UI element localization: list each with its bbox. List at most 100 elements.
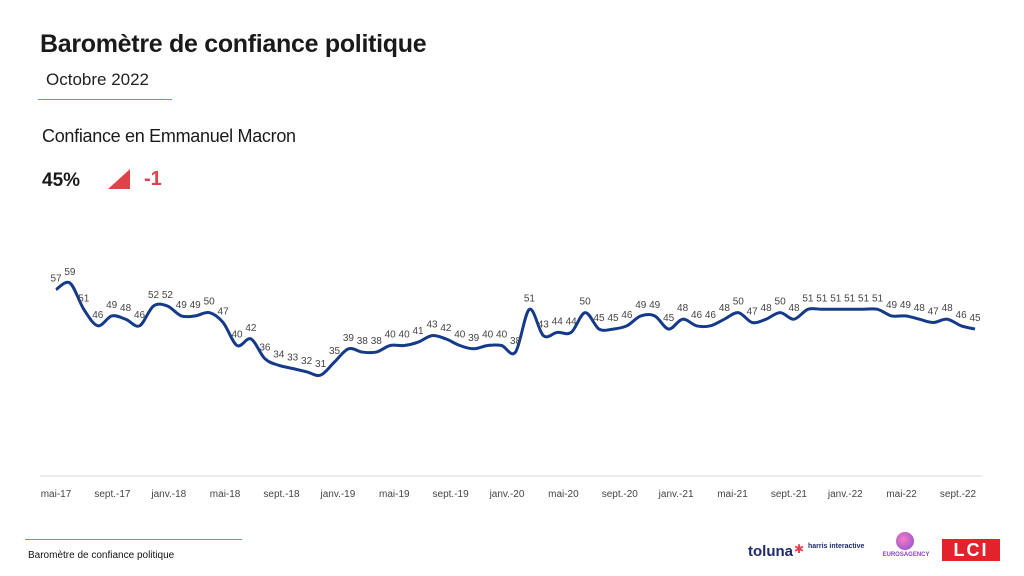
- x-tick-label: sept.-21: [771, 489, 808, 500]
- subtitle-divider: [38, 99, 172, 100]
- data-label: 48: [120, 303, 132, 314]
- toluna-logo: toluna: [748, 543, 793, 560]
- data-label: 49: [649, 300, 661, 311]
- eurosagency-logo: EUROSAGENCY: [880, 532, 932, 568]
- x-tick-label: mai-17: [41, 489, 72, 500]
- data-label: 38: [371, 336, 383, 347]
- data-label: 38: [357, 336, 369, 347]
- x-tick-label: sept.-17: [94, 489, 131, 500]
- x-tick-label: janv.-19: [319, 489, 355, 500]
- x-tick-label: janv.-18: [150, 489, 186, 500]
- data-label: 32: [301, 356, 313, 367]
- data-label: 46: [134, 310, 146, 321]
- data-label: 48: [788, 303, 800, 314]
- data-label: 41: [412, 326, 424, 337]
- data-label: 52: [148, 290, 160, 301]
- data-label: 50: [733, 297, 745, 308]
- data-label: 50: [204, 297, 216, 308]
- data-label: 51: [524, 293, 536, 304]
- data-label: 40: [385, 330, 397, 341]
- data-label: 50: [580, 297, 592, 308]
- data-label: 48: [677, 303, 689, 314]
- data-label: 39: [343, 333, 355, 344]
- data-label: 46: [705, 310, 717, 321]
- data-label: 33: [287, 353, 299, 364]
- data-label: 52: [162, 290, 174, 301]
- data-label: 48: [914, 303, 926, 314]
- data-label: 49: [176, 300, 188, 311]
- data-label: 46: [691, 310, 703, 321]
- eurosagency-mark-icon: [896, 532, 914, 550]
- data-label: 40: [454, 330, 466, 341]
- data-label: 51: [844, 293, 856, 304]
- data-label: 45: [969, 313, 981, 324]
- data-label: 44: [552, 316, 564, 327]
- data-label: 49: [190, 300, 202, 311]
- x-tick-label: sept.-22: [940, 489, 977, 500]
- data-label: 46: [956, 310, 968, 321]
- page-subtitle: Octobre 2022: [46, 70, 150, 89]
- data-label: 45: [607, 313, 619, 324]
- x-tick-label: mai-20: [548, 489, 579, 500]
- data-label: 42: [245, 323, 257, 334]
- data-label: 44: [566, 316, 578, 327]
- data-label: 40: [231, 330, 243, 341]
- data-label: 35: [329, 346, 341, 357]
- data-label: 49: [886, 300, 898, 311]
- data-label: 40: [482, 330, 494, 341]
- lci-logo: LCI: [942, 539, 1000, 561]
- data-label: 39: [468, 333, 480, 344]
- data-label: 47: [218, 307, 230, 318]
- data-label: 48: [761, 303, 773, 314]
- x-tick-label: sept.-19: [433, 489, 470, 500]
- x-tick-label: mai-22: [886, 489, 917, 500]
- data-label: 51: [816, 293, 828, 304]
- data-label: 48: [942, 303, 954, 314]
- eurosagency-logo-text: EUROSAGENCY: [882, 552, 930, 558]
- data-label: 34: [273, 349, 285, 360]
- down-triangle-icon: [108, 169, 130, 189]
- x-tick-label: mai-19: [379, 489, 410, 500]
- data-label: 47: [928, 307, 940, 318]
- footer-divider: [25, 539, 242, 540]
- data-label: 51: [802, 293, 814, 304]
- x-tick-label: sept.-18: [263, 489, 300, 500]
- data-label: 47: [747, 307, 759, 318]
- kpi-delta: -1: [144, 168, 162, 190]
- data-label: 38: [510, 336, 522, 347]
- x-tick-label: janv.-21: [658, 489, 694, 500]
- x-tick-label: mai-18: [210, 489, 241, 500]
- data-label: 51: [872, 293, 884, 304]
- data-label: 45: [593, 313, 605, 324]
- data-label: 31: [315, 359, 327, 370]
- data-label: 40: [496, 330, 508, 341]
- data-label: 51: [858, 293, 870, 304]
- series-title: Confiance en Emmanuel Macron: [42, 126, 296, 146]
- data-label: 51: [830, 293, 842, 304]
- data-label: 43: [538, 320, 550, 331]
- page-title: Baromètre de confiance politique: [40, 30, 427, 58]
- data-label: 48: [719, 303, 731, 314]
- data-label: 59: [64, 267, 76, 278]
- data-label: 50: [775, 297, 787, 308]
- x-tick-label: mai-21: [717, 489, 748, 500]
- data-label: 49: [635, 300, 647, 311]
- data-label: 42: [440, 323, 452, 334]
- data-label: 40: [399, 330, 411, 341]
- data-label: 57: [50, 274, 62, 285]
- data-label: 36: [259, 343, 271, 354]
- x-tick-label: sept.-20: [602, 489, 639, 500]
- x-tick-label: janv.-22: [827, 489, 863, 500]
- data-label: 46: [92, 310, 104, 321]
- harris-interactive-logo: harris interactive: [808, 543, 865, 550]
- data-label: 51: [78, 293, 90, 304]
- data-label: 46: [621, 310, 633, 321]
- data-label: 49: [900, 300, 912, 311]
- kpi-value: 45%: [42, 170, 81, 191]
- toluna-star-icon: ✱: [794, 542, 805, 556]
- confidence-series-line: [55, 280, 976, 377]
- data-label: 43: [426, 320, 438, 331]
- footer-text: Baromètre de confiance politique: [28, 550, 175, 561]
- x-tick-label: janv.-20: [489, 489, 525, 500]
